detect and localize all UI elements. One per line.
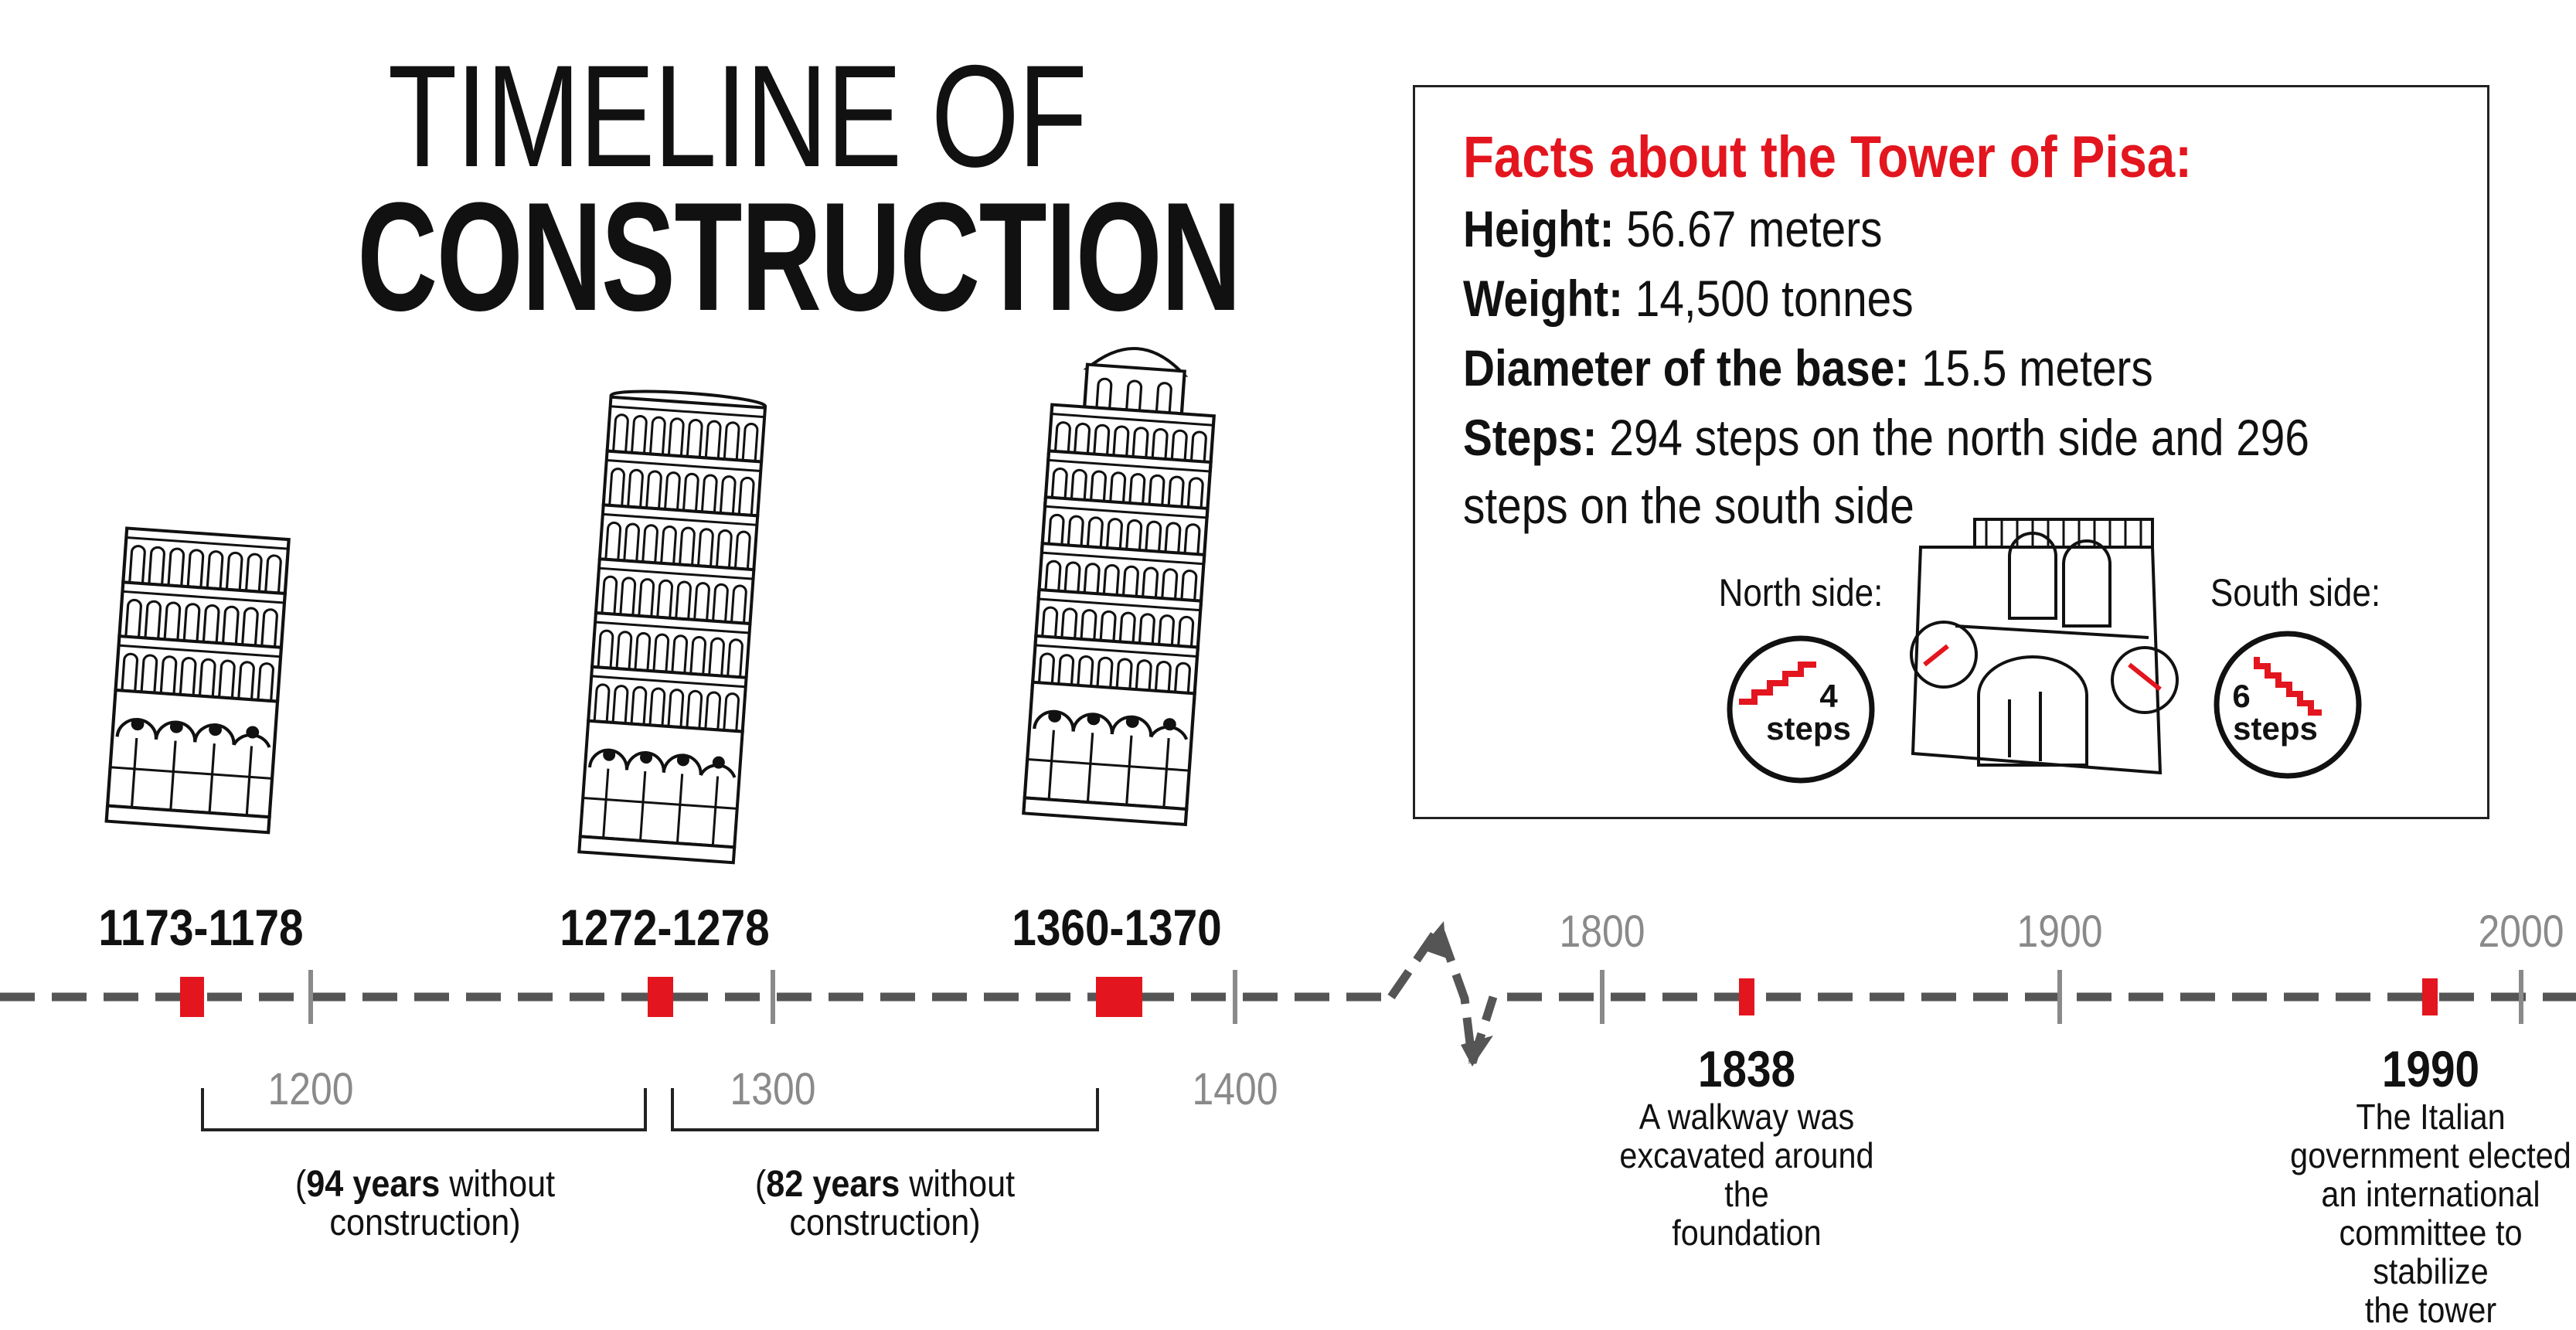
fact-steps: Steps: 294 steps on the north side and 2… [1463,409,2309,466]
event-year-1990: 1990 [2381,1040,2480,1097]
south-side-label: South side: [2210,571,2381,614]
tick-label-2000: 2000 [2478,907,2564,957]
fact-steps-cont: steps on the south side [1463,477,1914,534]
north-side-label: North side: [1718,571,1884,614]
event-marker-1838 [1739,978,1754,1015]
south-detail-circle [2111,646,2179,714]
south-steps-circle [2214,631,2362,779]
north-steps-count: 4 [1819,678,1838,714]
event-marker-1990 [2422,978,2438,1015]
gap-bracket-1 [201,1088,647,1131]
tick-label-1900: 1900 [2016,907,2103,957]
gap-note-1: (94 years without construction) [294,1164,556,1243]
south-steps-word: steps [2233,710,2318,747]
tick-label-1300: 1300 [730,1064,816,1114]
north-steps-icon [1739,662,1816,705]
tower-stage-3-illustration [1022,346,1218,827]
event-desc-1838: A walkway was excavated around the found… [1619,1097,1874,1253]
phase-marker-3 [1096,977,1142,1017]
fact-diameter: Diameter of the base: 15.5 meters [1463,339,2153,396]
tick-label-1200: 1200 [267,1064,354,1114]
north-steps-word: steps [1766,710,1851,747]
tower-stage-1-illustration [104,529,289,835]
infographic: TIMELINE OF CONSTRUCTION [0,35,2576,1329]
north-steps-circle [1727,635,1875,784]
south-steps-count: 6 [2232,678,2251,714]
tick-label-1800: 1800 [1559,907,1645,957]
event-year-1838: 1838 [1697,1040,1796,1097]
phase-marker-1 [180,977,204,1017]
tower-illustrations [104,346,2576,865]
tower-stage-2-illustration [577,389,767,865]
steps-diagram [1727,518,2362,784]
north-detail-circle [1910,621,1978,689]
timeline [0,918,2576,1131]
facts-box [1413,85,2489,819]
phase-marker-2 [648,977,673,1017]
gap-note-2: (82 years without construction) [754,1164,1016,1243]
event-desc-1990: The Italian government elected an intern… [2290,1097,2571,1330]
south-steps-icon [2254,657,2322,716]
phase-label-2: 1272-1278 [560,899,770,956]
gap-bracket-2 [671,1088,1099,1131]
fact-weight: Weight: 14,500 tonnes [1463,270,1914,327]
facts-heading: Facts about the Tower of Pisa: [1463,124,2193,190]
phase-label-1: 1173-1178 [98,899,304,956]
fact-height: Height: 56.67 meters [1463,200,1883,257]
tower-base-facade-illustration [1911,518,2163,775]
title-line-1: TIMELINE OF [387,35,1087,197]
phase-label-3: 1360-1370 [1012,899,1222,956]
tick-label-1400: 1400 [1192,1064,1278,1114]
